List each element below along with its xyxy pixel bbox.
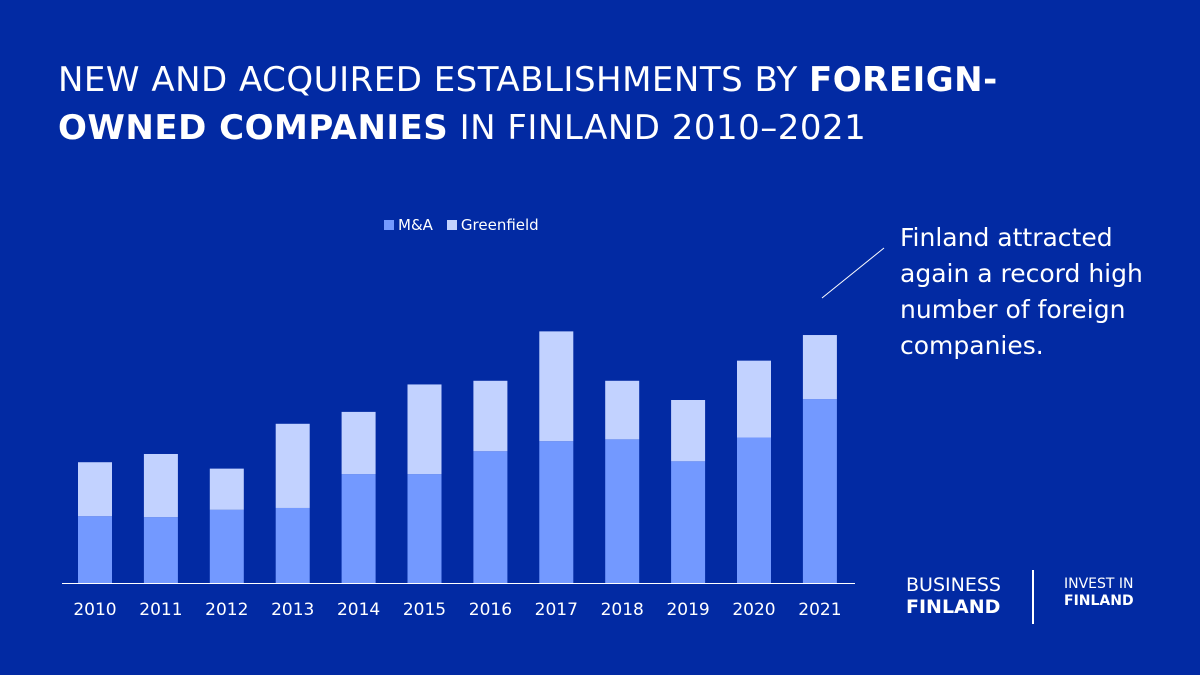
x-tick-label-2012: 2012 — [205, 600, 248, 620]
bar-greenfield-2020 — [737, 360, 771, 438]
title-part-2: IN FINLAND 2010–2021 — [448, 108, 867, 148]
bar-ma-2020 — [737, 437, 771, 583]
bar-greenfield-2019 — [671, 400, 706, 462]
invest-in-finland-logo: INVEST IN FINLAND — [1064, 576, 1134, 610]
x-tick-label-2019: 2019 — [666, 600, 709, 620]
bar-greenfield-2014 — [341, 411, 376, 475]
chart-legend: M&A Greenfield — [384, 216, 539, 234]
bar-ma-2018 — [605, 439, 640, 583]
bar-ma-2019 — [671, 461, 706, 583]
legend-item-greenfield: Greenfield — [446, 216, 539, 234]
x-tick-label-2020: 2020 — [732, 600, 775, 620]
bar-greenfield-2021 — [802, 335, 837, 400]
invest-in-finland-logo-line1: INVEST IN — [1064, 576, 1134, 592]
x-tick-label-2010: 2010 — [73, 600, 116, 620]
bar-ma-2021 — [802, 399, 837, 583]
x-tick-label-2011: 2011 — [139, 600, 182, 620]
x-tick-label-2017: 2017 — [535, 600, 578, 620]
business-finland-logo: BUSINESS FINLAND — [906, 574, 1001, 618]
invest-in-finland-logo-line2: FINLAND — [1064, 593, 1134, 609]
business-finland-logo-line2: FINLAND — [906, 596, 1001, 618]
legend-item-ma: M&A — [384, 216, 433, 234]
legend-label-ma: M&A — [398, 216, 433, 234]
x-tick-label-2015: 2015 — [403, 600, 446, 620]
callout-text: Finland attracted again a record high nu… — [900, 223, 1143, 360]
bar-ma-2012 — [209, 509, 244, 583]
bar-ma-2014 — [341, 474, 376, 583]
bar-ma-2017 — [539, 441, 574, 583]
x-tick-label-2016: 2016 — [469, 600, 512, 620]
bar-ma-2015 — [407, 474, 442, 583]
bar-greenfield-2010 — [78, 462, 112, 517]
bar-greenfield-2017 — [539, 331, 574, 442]
bar-ma-2016 — [473, 451, 508, 583]
legend-swatch-ma — [384, 220, 394, 230]
bar-greenfield-2011 — [143, 453, 178, 518]
x-tick-label-2014: 2014 — [337, 600, 380, 620]
bar-greenfield-2018 — [605, 380, 640, 440]
x-tick-label-2021: 2021 — [798, 600, 841, 620]
bar-greenfield-2013 — [275, 423, 310, 508]
bar-greenfield-2015 — [407, 384, 442, 475]
title-part-1: NEW AND ACQUIRED ESTABLISHMENTS BY — [58, 60, 810, 100]
bar-greenfield-2016 — [473, 380, 508, 452]
legend-label-greenfield: Greenfield — [460, 216, 539, 234]
business-finland-logo-line1: BUSINESS — [906, 574, 1001, 596]
page-title: NEW AND ACQUIRED ESTABLISHMENTS BY FOREI… — [58, 56, 1138, 152]
x-tick-label-2018: 2018 — [601, 600, 644, 620]
bar-ma-2011 — [143, 517, 178, 583]
bar-ma-2010 — [78, 516, 112, 583]
bar-ma-2013 — [275, 507, 310, 583]
x-tick-label-2013: 2013 — [271, 600, 314, 620]
title-bold-part: FOREIGN-OWNED COMPANIES — [58, 60, 998, 148]
legend-swatch-greenfield — [446, 220, 457, 230]
logo-divider — [1032, 570, 1034, 624]
bar-greenfield-2012 — [209, 468, 244, 510]
